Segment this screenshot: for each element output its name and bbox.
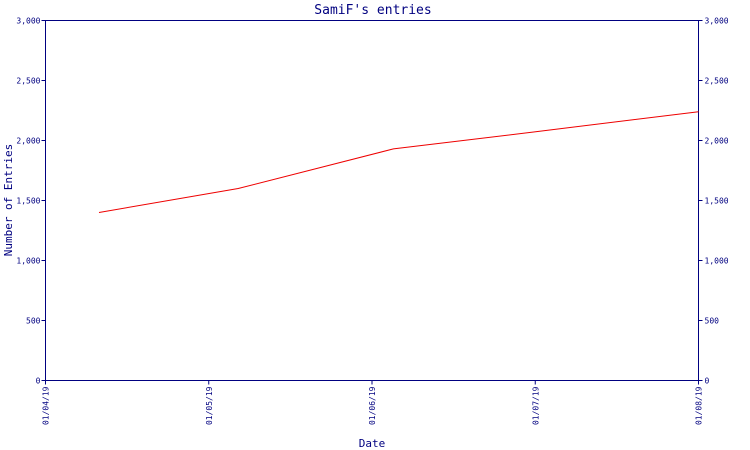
y-tick-label-left: 2,500: [16, 77, 40, 86]
x-tick-label: 01/05/19: [205, 386, 214, 425]
x-tick-label: 01/07/19: [531, 386, 540, 425]
y-axis-label: Number of Entries: [2, 144, 15, 257]
series-group: [98, 111, 699, 213]
y-tick-label-right: 500: [705, 317, 720, 326]
x-tick-label: 01/04/19: [42, 386, 51, 425]
y-tick-label-left: 2,000: [16, 137, 40, 146]
y-tick-label-right: 2,000: [705, 137, 729, 146]
x-tick-label: 01/08/19: [695, 386, 704, 425]
x-axis-label: Date: [359, 437, 386, 450]
series-line: [98, 111, 699, 213]
y-tick-label-right: 0: [705, 377, 710, 386]
y-tick-label-right: 1,500: [705, 197, 729, 206]
plot-frame: [45, 20, 699, 381]
y-tick-label-left: 1,000: [16, 257, 40, 266]
x-tick-label: 01/06/19: [368, 386, 377, 425]
y-tick-label-left: 500: [26, 317, 41, 326]
y-tick-label-left: 3,000: [16, 17, 40, 26]
y-tick-label-left: 1,500: [16, 197, 40, 206]
y-axis-left: 0 500 1,000 1,500 2,000 2,500 3,000: [16, 17, 46, 386]
y-tick-label-right: 1,000: [705, 257, 729, 266]
y-tick-label-left: 0: [36, 377, 41, 386]
x-axis: 01/04/19 01/05/19 01/06/19 01/07/19 01/08/19: [42, 380, 704, 425]
y-axis-right: 0 500 1,000 1,500 2,000 2,500 3,000: [698, 17, 729, 386]
y-tick-label-right: 2,500: [705, 77, 729, 86]
chart-title: SamiF's entries: [314, 3, 431, 18]
y-tick-label-right: 3,000: [705, 17, 729, 26]
